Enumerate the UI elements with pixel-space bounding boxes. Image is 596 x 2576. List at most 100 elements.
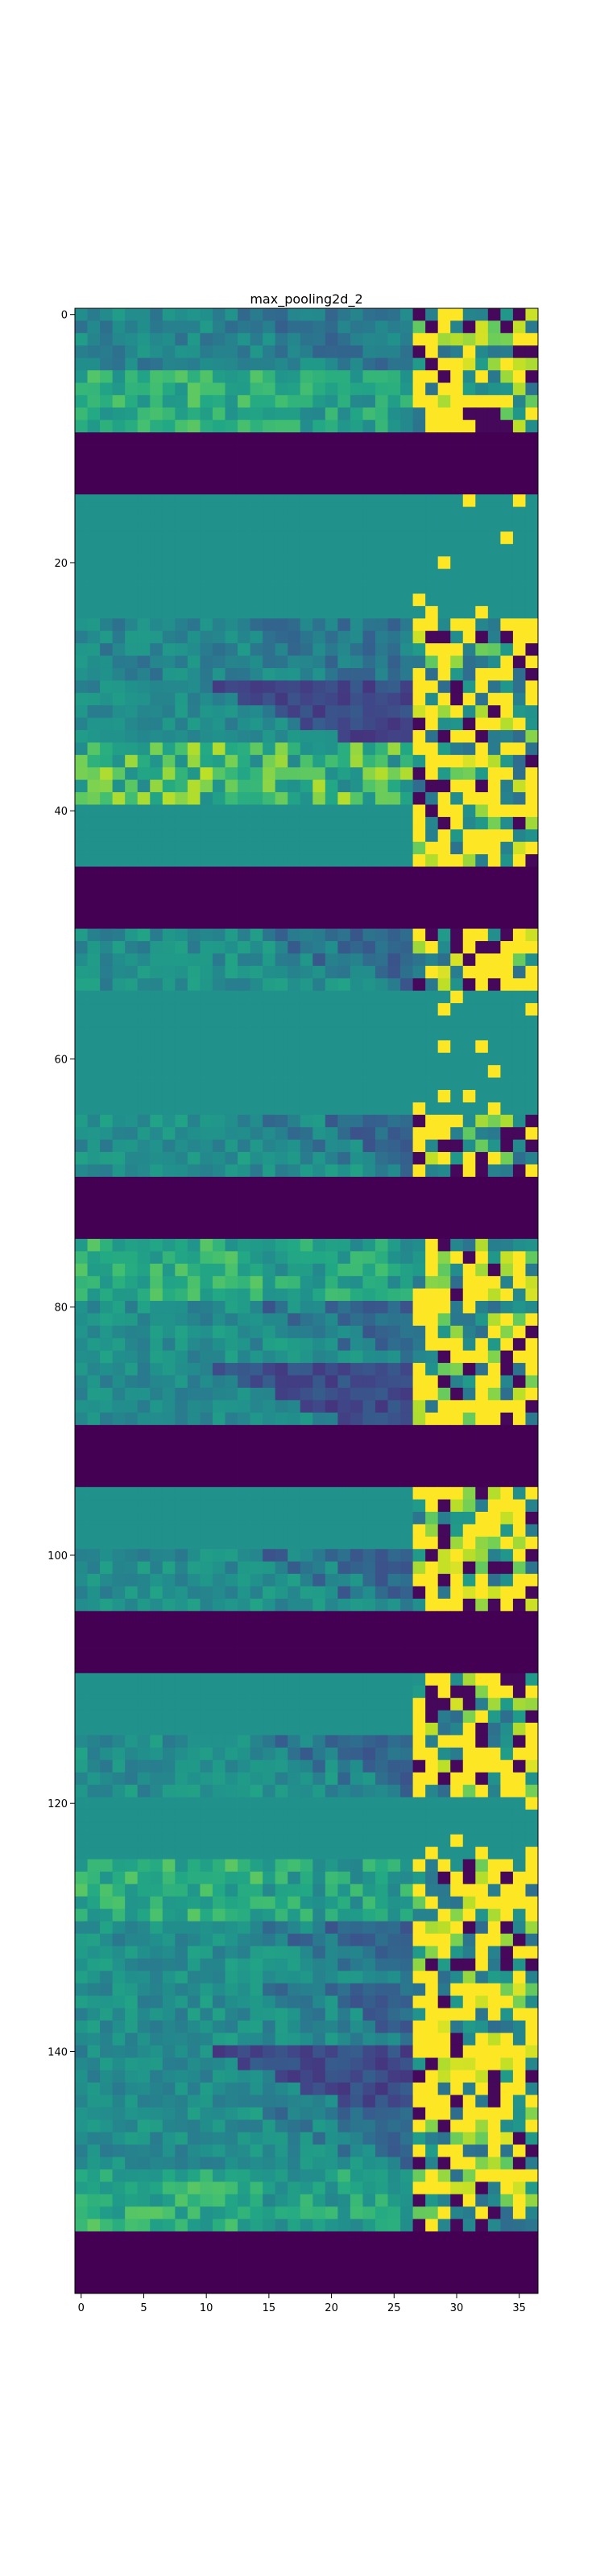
heatmap-cell <box>475 1089 489 1103</box>
heatmap-cell <box>300 618 313 632</box>
heatmap-cell <box>512 531 526 545</box>
heatmap-cell <box>288 742 301 756</box>
heatmap-cell <box>263 1238 276 1252</box>
heatmap-cell <box>175 804 188 818</box>
heatmap-cell <box>112 1487 126 1500</box>
heatmap-cell <box>200 332 213 346</box>
heatmap-cell <box>288 1809 301 1823</box>
heatmap-cell <box>350 1574 363 1587</box>
heatmap-cell <box>500 456 514 470</box>
heatmap-cell <box>450 1363 464 1376</box>
heatmap-cell <box>112 705 126 719</box>
heatmap-cell <box>362 1834 376 1847</box>
heatmap-cell <box>412 916 426 930</box>
heatmap-cell <box>500 878 514 892</box>
heatmap-cell <box>412 953 426 967</box>
heatmap-cell <box>425 779 439 793</box>
heatmap-cell <box>475 1499 489 1513</box>
heatmap-cell <box>225 965 238 979</box>
heatmap-cell <box>300 1760 313 1773</box>
heatmap-cell <box>437 941 451 954</box>
heatmap-cell <box>238 1909 250 1922</box>
heatmap-cell <box>212 655 226 669</box>
heatmap-cell <box>325 1412 338 1426</box>
heatmap-cell <box>400 816 413 830</box>
heatmap-cell <box>187 1350 201 1364</box>
heatmap-cell <box>300 903 313 917</box>
heatmap-cell <box>300 1189 313 1203</box>
heatmap-cell <box>212 692 226 706</box>
heatmap-cell <box>275 1387 288 1401</box>
heatmap-cell <box>512 1834 526 1847</box>
heatmap-cell <box>400 767 413 781</box>
heatmap-cell <box>437 1449 451 1463</box>
heatmap-cell <box>150 1176 163 1190</box>
heatmap-cell <box>350 1338 363 1352</box>
heatmap-cell <box>187 1723 201 1736</box>
heatmap-cell <box>337 1512 351 1525</box>
heatmap-cell <box>487 1474 501 1488</box>
heatmap-cell <box>412 866 426 880</box>
heatmap-cell <box>162 1313 176 1327</box>
heatmap-cell <box>500 1747 514 1761</box>
heatmap-cell <box>100 1338 114 1352</box>
heatmap-cell <box>350 1598 363 1612</box>
heatmap-cell <box>312 1536 326 1550</box>
heatmap-cell <box>450 1152 464 1165</box>
heatmap-cell <box>225 1958 238 1971</box>
heatmap-cell <box>200 717 213 731</box>
heatmap-cell <box>212 630 226 644</box>
heatmap-cell <box>137 1958 151 1971</box>
heatmap-cell <box>475 1772 489 1785</box>
heatmap-cell <box>525 1313 539 1327</box>
heatmap-cell <box>362 1561 376 1575</box>
heatmap-cell <box>312 605 326 619</box>
heatmap-cell <box>400 1623 413 1637</box>
heatmap-cell <box>462 1201 476 1215</box>
heatmap-cell <box>150 543 163 557</box>
heatmap-cell <box>162 1152 176 1165</box>
heatmap-cell <box>375 1760 388 1773</box>
heatmap-cell <box>263 779 276 793</box>
heatmap-cell <box>250 1338 263 1352</box>
heatmap-cell <box>487 1909 501 1922</box>
heatmap-cell <box>525 1859 539 1872</box>
heatmap-cell <box>250 1760 263 1773</box>
heatmap-cell <box>288 655 301 669</box>
heatmap-cell <box>175 779 188 793</box>
heatmap-cell <box>87 1263 101 1277</box>
heatmap-cell <box>175 692 188 706</box>
heatmap-cell <box>300 1834 313 1847</box>
heatmap-cell <box>400 1785 413 1798</box>
heatmap-cell <box>337 1400 351 1414</box>
heatmap-cell <box>150 1437 163 1451</box>
heatmap-cell <box>175 1797 188 1810</box>
heatmap-cell <box>162 1214 176 1227</box>
heatmap-cell <box>512 1114 526 1128</box>
heatmap-cell <box>450 692 464 706</box>
heatmap-cell <box>412 1288 426 1302</box>
heatmap-cell <box>162 506 176 520</box>
heatmap-cell <box>500 1909 514 1922</box>
heatmap-cell <box>475 1176 489 1190</box>
heatmap-cell <box>125 680 139 694</box>
heatmap-cell <box>175 1276 188 1289</box>
heatmap-cell <box>200 829 213 843</box>
heatmap-cell <box>288 1636 301 1649</box>
heatmap-cell <box>312 1089 326 1103</box>
heatmap-cell <box>250 767 263 781</box>
heatmap-cell <box>75 345 88 359</box>
heatmap-cell <box>275 605 288 619</box>
heatmap-cell <box>337 742 351 756</box>
heatmap-cell <box>175 1437 188 1451</box>
heatmap-cell <box>87 1822 101 1835</box>
heatmap-cell <box>162 1896 176 1909</box>
heatmap-cell <box>512 643 526 656</box>
heatmap-cell <box>187 605 201 619</box>
heatmap-cell <box>87 655 101 669</box>
heatmap-cell <box>225 941 238 954</box>
heatmap-cell <box>112 1449 126 1463</box>
heatmap-cell <box>325 1698 338 1711</box>
heatmap-cell <box>437 1934 451 1946</box>
heatmap-cell <box>312 1288 326 1302</box>
